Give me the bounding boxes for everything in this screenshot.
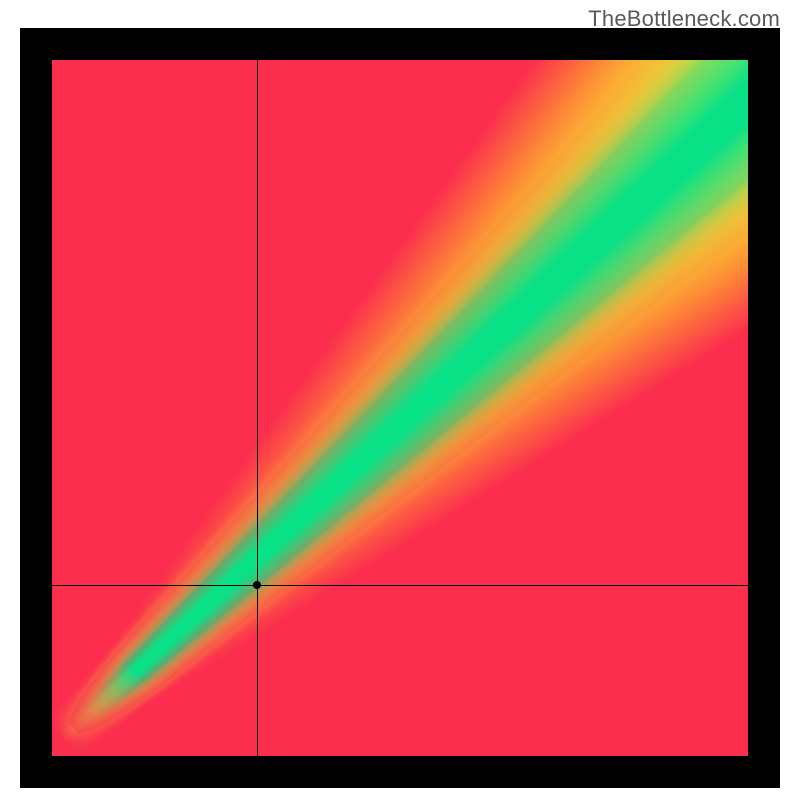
heatmap-canvas <box>52 60 748 756</box>
chart-container: { "watermark": "TheBottleneck.com", "fra… <box>0 0 800 800</box>
crosshair-horizontal <box>52 585 748 586</box>
crosshair-vertical <box>257 60 258 756</box>
data-point-marker <box>253 581 261 589</box>
heatmap-plot <box>52 60 748 756</box>
